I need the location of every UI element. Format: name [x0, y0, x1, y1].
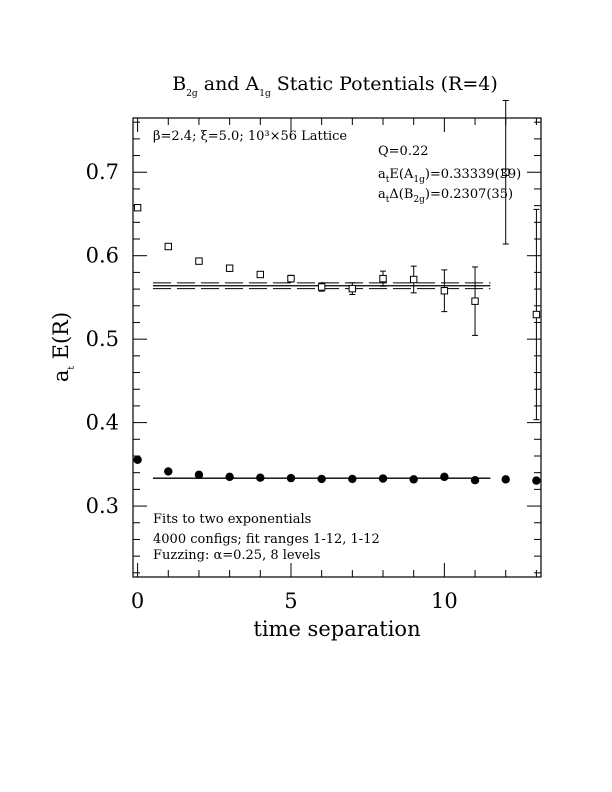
plot-frame: [132, 117, 542, 578]
a1g-data-point: [317, 474, 326, 484]
b2g-data-point: [440, 287, 449, 295]
fit-note-3: Fuzzing: α=0.25, 8 levels: [153, 548, 320, 563]
a1g-data-point: [133, 455, 142, 464]
chart-title: B2g and A1g Static Potentials (R=4): [172, 73, 498, 99]
b2g-data-point: [256, 270, 265, 279]
x-tick-label: 10: [431, 589, 458, 613]
a1g-data-point: [378, 474, 388, 483]
y-tick-labels: 0.3 0.4 0.5 0.6 0.7: [86, 160, 119, 518]
b2g-data-point: [409, 275, 418, 284]
a1g-energy-note: atE(A1g)=0.33339(39): [378, 167, 521, 185]
y-axis-label: at E(R): [49, 312, 77, 382]
y-tick-label: 0.6: [86, 244, 119, 268]
a1g-data-point: [470, 475, 480, 485]
a1g-data-point: [164, 467, 173, 476]
a1g-data-point: [225, 472, 234, 482]
a1g-data-point: [409, 475, 418, 484]
fit-lines: [152, 282, 491, 479]
x-tick-labels: 0 5 10: [131, 589, 458, 613]
y-tick-label: 0.4: [86, 411, 119, 435]
data-markers: [133, 168, 541, 485]
a1g-data-point: [348, 474, 357, 484]
y-tick-label: 0.7: [86, 160, 119, 184]
a1g-data-point: [440, 472, 449, 482]
b2g-data-point: [133, 204, 142, 212]
b2g-data-point: [532, 310, 541, 319]
b2g-data-point: [471, 297, 479, 305]
b2g-gap-note: atΔ(B2g)=0.2307(35): [378, 187, 513, 205]
b2g-data-point: [317, 283, 326, 291]
y-tick-label: 0.3: [86, 494, 119, 518]
b2g-data-point: [502, 168, 510, 176]
fit-note-2: 4000 configs; fit ranges 1-12, 1-12: [153, 532, 380, 547]
a1g-data-point: [194, 470, 204, 479]
b2g-data-point: [348, 284, 357, 293]
q-note: Q=0.22: [378, 144, 429, 159]
a1g-data-point: [286, 473, 296, 483]
b2g-data-point: [379, 274, 387, 283]
b2g-data-point: [225, 264, 234, 272]
b2g-data-point: [287, 274, 295, 283]
fit-note-1: Fits to two exponentials: [153, 512, 311, 527]
x-tick-label: 5: [284, 589, 297, 613]
axis-ticks: [133, 118, 541, 577]
x-tick-label: 0: [131, 589, 144, 613]
y-tick-label: 0.5: [86, 327, 119, 351]
a1g-data-point: [532, 476, 541, 485]
a1g-data-point: [501, 475, 510, 484]
a1g-data-point: [256, 473, 265, 482]
b2g-data-point: [195, 257, 203, 265]
lattice-note: β=2.4; ξ=5.0; 10³×56 Lattice: [153, 129, 347, 144]
b2g-data-point: [164, 242, 172, 251]
x-axis-label: time separation: [253, 617, 420, 641]
